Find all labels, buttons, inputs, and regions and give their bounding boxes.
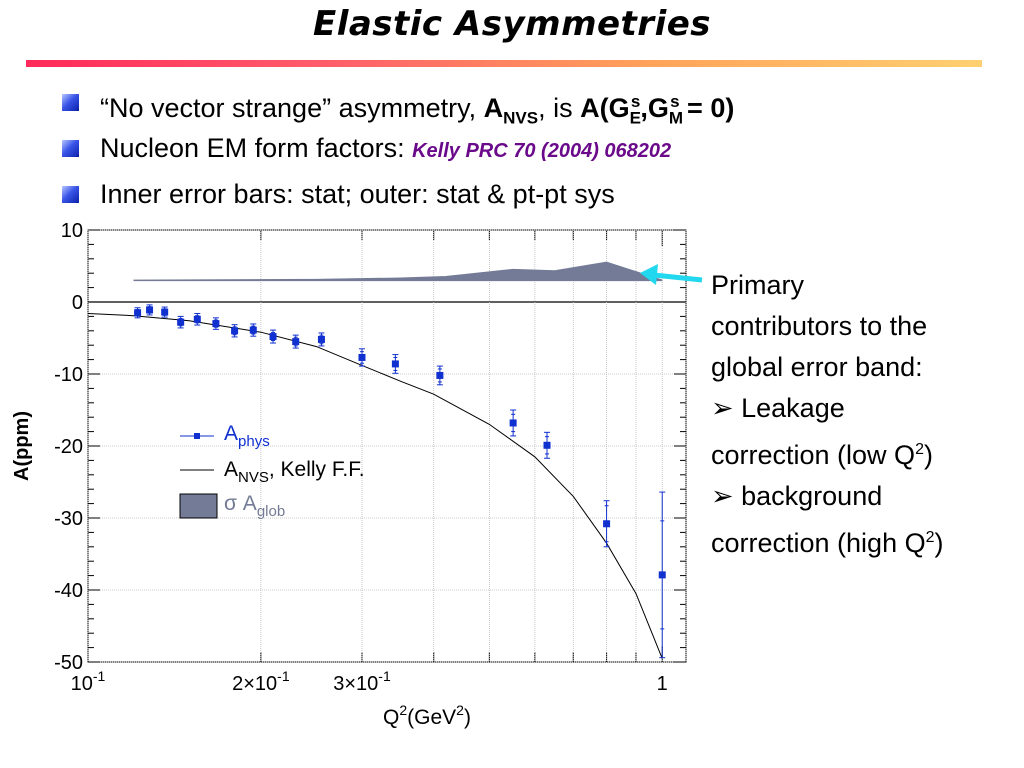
bullet-item-error-bars: Inner error bars: stat; outer: stat & pt… [62, 176, 734, 222]
asymmetry-plot: 10 0 -10 -20 -30 -40 -50 10-1 2×10-1 3×10-1 1 Q2(Ge… [0, 218, 700, 735]
side-note: Primary contributors to the global error… [711, 270, 944, 558]
data-point [358, 353, 366, 361]
data-point [543, 441, 551, 449]
y-tick-label: 0 [72, 292, 83, 314]
data-point [658, 571, 666, 579]
x-tick-label: 3×10-1 [333, 668, 391, 695]
bullet-square-icon [62, 94, 79, 111]
data-point [249, 326, 257, 334]
bullet-square-icon [62, 186, 79, 203]
y-tick-label: -10 [54, 364, 83, 386]
legend-band-swatch [179, 493, 218, 519]
data-point [193, 315, 201, 323]
y-axis-label: A(ppm) [11, 411, 33, 481]
x-tick-label: 10-1 [71, 668, 106, 695]
x-tick-label: 2×10-1 [232, 668, 290, 695]
reference-citation: Kelly PRC 70 (2004) 068202 [412, 140, 672, 162]
cyan-arrow-icon [640, 264, 703, 285]
bullet-list: “No vector strange” asymmetry, ANVS, is … [62, 84, 734, 222]
nvs-curve [87, 313, 663, 659]
title-divider [26, 60, 982, 67]
bullet-item-nvs: “No vector strange” asymmetry, ANVS, is … [62, 84, 734, 130]
bullet-square-icon [62, 140, 79, 157]
legend-glob-label: σ Aglob [224, 492, 285, 520]
data-point [161, 308, 169, 316]
bullet-item-form-factors: Nucleon EM form factors: Kelly PRC 70 (2… [62, 130, 734, 176]
x-tick-label: 1 [657, 673, 668, 695]
legend-nvs-label: ANVS, Kelly F.F. [224, 458, 365, 486]
legend-phys-label: Aphys [224, 422, 270, 450]
data-point [509, 419, 517, 427]
data-point [212, 320, 220, 328]
data-point [134, 309, 142, 317]
slide-title: Elastic Asymmetries [312, 4, 712, 44]
y-tick-label: -50 [54, 652, 83, 674]
y-tick-label: -30 [54, 508, 83, 530]
data-point [177, 318, 185, 326]
data-point [146, 306, 154, 314]
y-tick-label: -20 [54, 436, 83, 458]
x-axis-label: Q2(GeV2) [383, 702, 471, 729]
data-point [292, 338, 300, 346]
data-point [317, 335, 325, 343]
y-tick-label: -40 [54, 580, 83, 602]
data-point [231, 327, 239, 335]
global-error-band [133, 261, 663, 282]
data-point [436, 371, 444, 379]
data-point [391, 360, 399, 368]
data-point [603, 520, 611, 528]
data-point [269, 333, 277, 341]
y-tick-label: 10 [61, 220, 83, 242]
legend-phys-marker [194, 433, 200, 439]
